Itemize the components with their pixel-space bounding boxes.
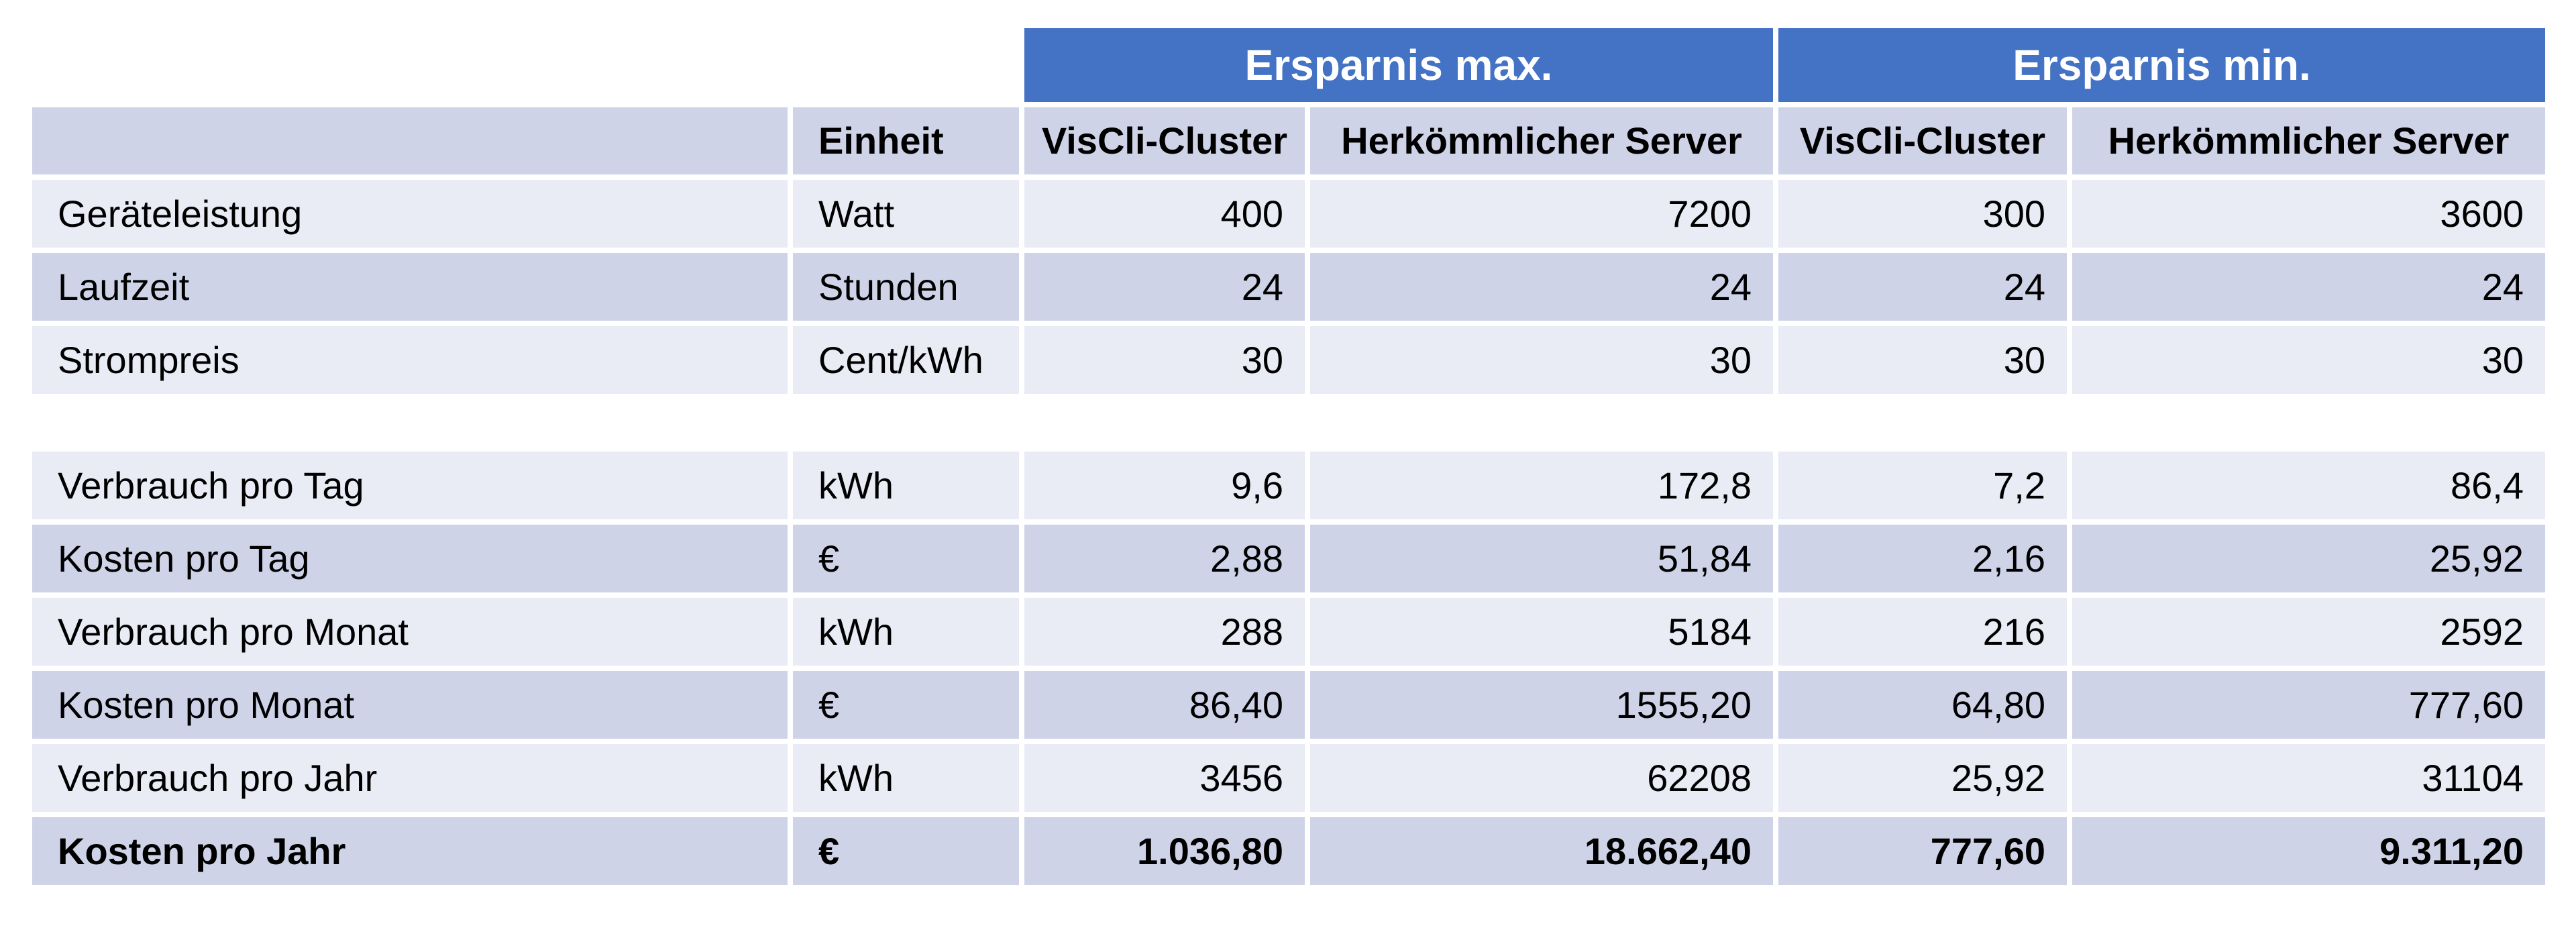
- row-unit: Cent/kWh: [793, 326, 1019, 394]
- value-cell: 24: [2072, 253, 2545, 321]
- value-cell: 9.311,20: [2072, 817, 2545, 885]
- row-label: Verbrauch pro Monat: [32, 598, 788, 666]
- value-cell: 24: [1310, 253, 1773, 321]
- value-cell: 30: [1024, 326, 1305, 394]
- value-cell: 216: [1778, 598, 2067, 666]
- value-cell: 7,2: [1778, 452, 2067, 519]
- value-cell: 172,8: [1310, 452, 1773, 519]
- column-header-server-max: Herkömmlicher Server: [1310, 107, 1773, 174]
- table-row-verbrauch-pro-tag: Verbrauch pro Tag kWh 9,6 172,8 7,2 86,4: [32, 452, 2545, 519]
- row-unit: kWh: [793, 598, 1019, 666]
- table-row-geraeteleistung: Geräteleistung Watt 400 7200 300 3600: [32, 180, 2545, 248]
- value-cell: 5184: [1310, 598, 1773, 666]
- column-header-viscli-min: VisCli-Cluster: [1778, 107, 2067, 174]
- group-header-row: Ersparnis max. Ersparnis min.: [32, 28, 2545, 102]
- row-label: Strompreis: [32, 326, 788, 394]
- row-unit: kWh: [793, 744, 1019, 812]
- value-cell: 2,16: [1778, 525, 2067, 592]
- table-row-strompreis: Strompreis Cent/kWh 30 30 30 30: [32, 326, 2545, 394]
- row-unit: €: [793, 525, 1019, 592]
- value-cell: 1555,20: [1310, 671, 1773, 739]
- value-cell: 777,60: [1778, 817, 2067, 885]
- value-cell: 777,60: [2072, 671, 2545, 739]
- row-label: Verbrauch pro Tag: [32, 452, 788, 519]
- value-cell: 30: [1310, 326, 1773, 394]
- value-cell: 3600: [2072, 180, 2545, 248]
- row-label: Verbrauch pro Jahr: [32, 744, 788, 812]
- value-cell: 300: [1778, 180, 2067, 248]
- value-cell: 25,92: [2072, 525, 2545, 592]
- section-gap-row: [32, 399, 2545, 446]
- value-cell: 62208: [1310, 744, 1773, 812]
- value-cell: 7200: [1310, 180, 1773, 248]
- value-cell: 24: [1024, 253, 1305, 321]
- row-unit: €: [793, 817, 1019, 885]
- table-row-laufzeit: Laufzeit Stunden 24 24 24 24: [32, 253, 2545, 321]
- table-row-kosten-pro-monat: Kosten pro Monat € 86,40 1555,20 64,80 7…: [32, 671, 2545, 739]
- value-cell: 2592: [2072, 598, 2545, 666]
- value-cell: 400: [1024, 180, 1305, 248]
- value-cell: 18.662,40: [1310, 817, 1773, 885]
- value-cell: 25,92: [1778, 744, 2067, 812]
- row-label: Laufzeit: [32, 253, 788, 321]
- group-header-spacer: [32, 28, 1019, 102]
- column-header-row: Einheit VisCli-Cluster Herkömmlicher Ser…: [32, 107, 2545, 174]
- table-row-kosten-pro-tag: Kosten pro Tag € 2,88 51,84 2,16 25,92: [32, 525, 2545, 592]
- value-cell: 3456: [1024, 744, 1305, 812]
- row-unit: €: [793, 671, 1019, 739]
- table-row-kosten-pro-jahr: Kosten pro Jahr € 1.036,80 18.662,40 777…: [32, 817, 2545, 885]
- value-cell: 1.036,80: [1024, 817, 1305, 885]
- row-label: Kosten pro Jahr: [32, 817, 788, 885]
- group-header-ersparnis-max: Ersparnis max.: [1024, 28, 1773, 102]
- row-label: Kosten pro Tag: [32, 525, 788, 592]
- value-cell: 51,84: [1310, 525, 1773, 592]
- row-unit: Stunden: [793, 253, 1019, 321]
- column-header-viscli-max: VisCli-Cluster: [1024, 107, 1305, 174]
- row-label: Kosten pro Monat: [32, 671, 788, 739]
- value-cell: 86,40: [1024, 671, 1305, 739]
- value-cell: 64,80: [1778, 671, 2067, 739]
- value-cell: 2,88: [1024, 525, 1305, 592]
- row-unit: Watt: [793, 180, 1019, 248]
- value-cell: 30: [2072, 326, 2545, 394]
- value-cell: 86,4: [2072, 452, 2545, 519]
- table-row-verbrauch-pro-jahr: Verbrauch pro Jahr kWh 3456 62208 25,92 …: [32, 744, 2545, 812]
- energy-cost-comparison-table: Ersparnis max. Ersparnis min. Einheit Vi…: [27, 23, 2551, 890]
- value-cell: 24: [1778, 253, 2067, 321]
- column-header-server-min: Herkömmlicher Server: [2072, 107, 2545, 174]
- row-label: Geräteleistung: [32, 180, 788, 248]
- table-row-verbrauch-pro-monat: Verbrauch pro Monat kWh 288 5184 216 259…: [32, 598, 2545, 666]
- value-cell: 30: [1778, 326, 2067, 394]
- value-cell: 31104: [2072, 744, 2545, 812]
- row-unit: kWh: [793, 452, 1019, 519]
- group-header-ersparnis-min: Ersparnis min.: [1778, 28, 2545, 102]
- column-header-einheit: Einheit: [793, 107, 1019, 174]
- value-cell: 9,6: [1024, 452, 1305, 519]
- value-cell: 288: [1024, 598, 1305, 666]
- column-header-empty: [32, 107, 788, 174]
